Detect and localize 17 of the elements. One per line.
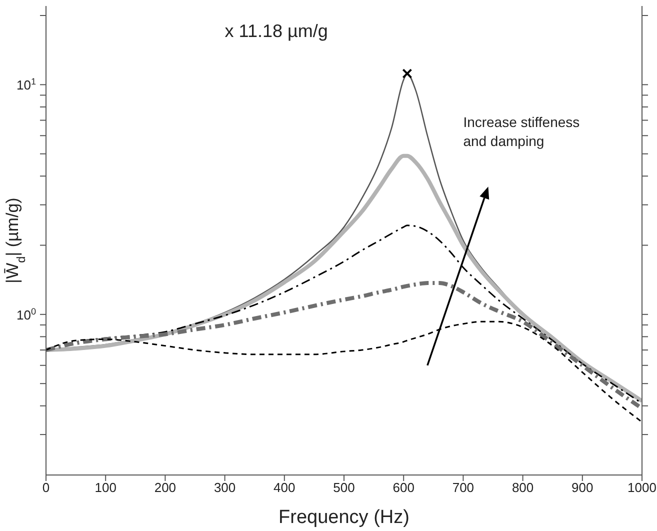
x-tick-label: 300 (214, 480, 236, 496)
x-tick-label: 1000 (628, 480, 656, 496)
x-tick-label: 400 (274, 480, 296, 496)
annotation: Increase stiffeness and damping (463, 113, 580, 150)
y-tick-label: 10$^{0}$ (16, 306, 36, 322)
x-tick-label: 500 (333, 480, 355, 496)
x-axis-title: Frequency (Hz) (278, 507, 410, 528)
x-tick-label: 0 (42, 480, 50, 496)
x-tick-label: 200 (154, 480, 176, 496)
x-tick-label: 800 (512, 480, 534, 496)
x-tick-label: 100 (94, 480, 116, 496)
annotation: x 11.18 µm/g (224, 20, 328, 43)
x-tick-label: 900 (572, 480, 594, 496)
x-tick-label: 600 (392, 480, 414, 496)
line-series (46, 281, 642, 410)
y-tick-label: 10$^{1}$ (16, 76, 36, 93)
x-tick-label: 700 (452, 480, 474, 496)
